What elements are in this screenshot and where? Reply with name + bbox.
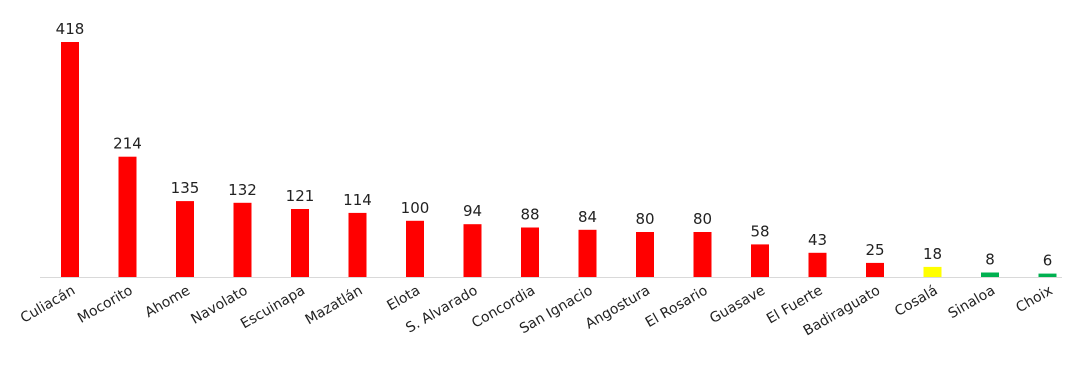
value-label-9: 84 [578, 208, 597, 226]
category-label-17: Choix [1013, 283, 1055, 317]
bar-1 [118, 156, 137, 277]
category-label-6: Elota [384, 283, 423, 315]
category-label-2: Ahome [142, 283, 193, 321]
bar-13 [808, 252, 827, 277]
bar-12 [751, 244, 769, 277]
value-label-8: 88 [520, 206, 539, 224]
category-label-5: Mazatlán [303, 283, 366, 329]
bar-16 [981, 272, 999, 277]
bar-6 [406, 220, 424, 277]
bar-10 [636, 232, 654, 277]
category-label-12: Guasave [707, 283, 768, 327]
bar-8 [521, 227, 539, 277]
bar-17 [1038, 273, 1057, 277]
value-label-4: 121 [286, 187, 315, 205]
value-label-14: 25 [865, 241, 884, 259]
category-label-15: Cosalá [892, 283, 940, 320]
bar-3 [233, 202, 252, 277]
bar-5 [348, 212, 367, 277]
value-label-0: 418 [56, 20, 85, 38]
category-label-1: Mocorito [75, 283, 135, 327]
value-label-3: 132 [228, 181, 257, 199]
bar-15 [923, 266, 942, 277]
value-label-17: 6 [1043, 252, 1053, 270]
value-label-16: 8 [985, 251, 995, 269]
category-label-11: El Rosario [643, 283, 711, 331]
value-label-2: 135 [171, 179, 200, 197]
value-label-11: 80 [693, 210, 712, 228]
value-label-10: 80 [635, 210, 654, 228]
category-label-0: Culiacán [18, 283, 78, 327]
bar-7 [463, 224, 482, 277]
category-label-4: Escuinapa [238, 283, 308, 333]
bars-group [61, 42, 1057, 277]
value-labels-group: 418 214 135 132 121 114 100 94 88 84 80 80 58 43 25 18 8… [56, 20, 1053, 270]
bar-0 [61, 42, 79, 277]
value-label-12: 58 [750, 222, 769, 240]
bar-2 [176, 201, 194, 277]
bar-9 [578, 229, 597, 277]
value-label-7: 94 [463, 202, 482, 220]
category-label-10: Angostura [583, 283, 653, 333]
bar-14 [866, 262, 884, 277]
value-label-5: 114 [343, 191, 372, 209]
bar-11 [693, 232, 712, 277]
category-label-16: Sinaloa [946, 283, 998, 322]
value-label-6: 100 [401, 199, 430, 217]
value-label-1: 214 [113, 135, 142, 153]
value-label-13: 43 [808, 231, 827, 249]
bar-4 [291, 209, 309, 277]
value-label-15: 18 [923, 245, 942, 263]
